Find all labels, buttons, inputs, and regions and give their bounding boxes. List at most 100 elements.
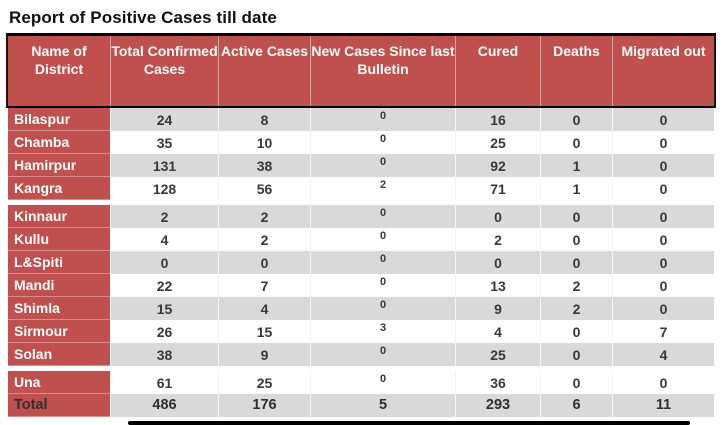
cell-cured: 36 bbox=[455, 371, 540, 394]
district-name: Bilaspur bbox=[8, 108, 110, 131]
table-row: Sirmour 26 15 3 4 0 7 bbox=[8, 320, 714, 343]
total-row: Total 486 176 5 293 6 11 bbox=[8, 394, 714, 417]
district-name: Chamba bbox=[8, 131, 110, 154]
cell-deaths: 0 bbox=[540, 131, 612, 154]
cell-deaths: 2 bbox=[540, 297, 612, 320]
cell-cured: 2 bbox=[455, 228, 540, 251]
cell-migrated-out: 0 bbox=[612, 131, 714, 154]
cell-cured: 9 bbox=[455, 297, 540, 320]
cell-migrated-out: 0 bbox=[612, 108, 714, 131]
cell-new-cases: 0 bbox=[310, 371, 455, 394]
table-row: Shimla 15 4 0 9 2 0 bbox=[8, 297, 714, 320]
cell-deaths: 1 bbox=[540, 154, 612, 177]
cell-deaths: 0 bbox=[540, 228, 612, 251]
cell-migrated-out: 0 bbox=[612, 251, 714, 274]
column-header-new-cases: New Cases Since last Bulletin bbox=[310, 36, 455, 106]
column-header-migrated-out: Migrated out bbox=[612, 36, 714, 106]
cell-migrated-out: 0 bbox=[612, 177, 714, 200]
cell-deaths: 0 bbox=[540, 320, 612, 343]
cell-new-cases: 0 bbox=[310, 131, 455, 154]
cell-active-cases: 38 bbox=[218, 154, 310, 177]
cell-new-cases: 3 bbox=[310, 320, 455, 343]
cell-total-confirmed-cases: 38 bbox=[110, 343, 218, 366]
table-row: L&Spiti 0 0 0 0 0 0 bbox=[8, 251, 714, 274]
page-title: Report of Positive Cases till date bbox=[9, 8, 277, 27]
district-name: Shimla bbox=[8, 297, 110, 320]
cell-new-cases: 0 bbox=[310, 251, 455, 274]
cell-total-confirmed-cases: 22 bbox=[110, 274, 218, 297]
district-name: Kinnaur bbox=[8, 205, 110, 228]
cell-migrated-out: 0 bbox=[612, 228, 714, 251]
cell-migrated-out: 11 bbox=[612, 394, 714, 417]
cell-new-cases: 2 bbox=[310, 177, 455, 200]
cell-cured: 4 bbox=[455, 320, 540, 343]
cell-new-cases: 0 bbox=[310, 154, 455, 177]
table-row: Solan 38 9 0 25 0 4 bbox=[8, 343, 714, 366]
cell-cured: 0 bbox=[455, 205, 540, 228]
cell-deaths: 0 bbox=[540, 108, 612, 131]
cell-new-cases: 5 bbox=[310, 394, 455, 417]
cell-active-cases: 176 bbox=[218, 394, 310, 417]
cell-new-cases: 0 bbox=[310, 228, 455, 251]
cell-active-cases: 10 bbox=[218, 131, 310, 154]
cell-active-cases: 25 bbox=[218, 371, 310, 394]
cell-active-cases: 56 bbox=[218, 177, 310, 200]
district-name: Una bbox=[8, 371, 110, 394]
table-row: Bilaspur 24 8 0 16 0 0 bbox=[8, 108, 714, 131]
cell-active-cases: 15 bbox=[218, 320, 310, 343]
cell-total-confirmed-cases: 128 bbox=[110, 177, 218, 200]
cell-migrated-out: 4 bbox=[612, 343, 714, 366]
district-name: Sirmour bbox=[8, 320, 110, 343]
cell-new-cases: 0 bbox=[310, 108, 455, 131]
cell-new-cases: 0 bbox=[310, 297, 455, 320]
cell-active-cases: 2 bbox=[218, 228, 310, 251]
cell-active-cases: 2 bbox=[218, 205, 310, 228]
cell-total-confirmed-cases: 4 bbox=[110, 228, 218, 251]
column-header-active-cases: Active Cases bbox=[218, 36, 310, 106]
column-header-district: Name of District bbox=[31, 43, 87, 78]
district-name: Solan bbox=[8, 343, 110, 366]
cell-deaths: 2 bbox=[540, 274, 612, 297]
cell-total-confirmed-cases: 61 bbox=[110, 371, 218, 394]
cell-migrated-out: 0 bbox=[612, 154, 714, 177]
table-row: Kullu 4 2 0 2 0 0 bbox=[8, 228, 714, 251]
cell-cured: 25 bbox=[455, 343, 540, 366]
cell-cured: 71 bbox=[455, 177, 540, 200]
cell-active-cases: 7 bbox=[218, 274, 310, 297]
cell-total-confirmed-cases: 35 bbox=[110, 131, 218, 154]
cell-active-cases: 0 bbox=[218, 251, 310, 274]
cell-deaths: 0 bbox=[540, 371, 612, 394]
cell-cured: 16 bbox=[455, 108, 540, 131]
table-body: Bilaspur 24 8 0 16 0 0 Chamba 35 10 0 25 0 0 Hamirpur 1… bbox=[8, 108, 714, 417]
cell-total-confirmed-cases: 131 bbox=[110, 154, 218, 177]
district-name: Mandi bbox=[8, 274, 110, 297]
cell-total-confirmed-cases: 26 bbox=[110, 320, 218, 343]
cell-migrated-out: 0 bbox=[612, 297, 714, 320]
column-header-deaths: Deaths bbox=[540, 36, 612, 106]
district-name: Kullu bbox=[8, 228, 110, 251]
table-row: Una 61 25 0 36 0 0 bbox=[8, 371, 714, 394]
cell-migrated-out: 0 bbox=[612, 371, 714, 394]
district-name: Hamirpur bbox=[8, 154, 110, 177]
cell-total-confirmed-cases: 0 bbox=[110, 251, 218, 274]
cell-cured: 13 bbox=[455, 274, 540, 297]
table-row: Kangra 128 56 2 71 1 0 bbox=[8, 177, 714, 200]
district-name: Total bbox=[8, 394, 110, 417]
cell-migrated-out: 0 bbox=[612, 274, 714, 297]
cell-cured: 25 bbox=[455, 131, 540, 154]
cell-migrated-out: 7 bbox=[612, 320, 714, 343]
cell-deaths: 0 bbox=[540, 343, 612, 366]
cell-cured: 293 bbox=[455, 394, 540, 417]
cell-new-cases: 0 bbox=[310, 343, 455, 366]
cell-deaths: 0 bbox=[540, 205, 612, 228]
table-row: Mandi 22 7 0 13 2 0 bbox=[8, 274, 714, 297]
column-header-total-confirmed-cases: Total Confirmed Cases bbox=[110, 36, 218, 106]
cell-new-cases: 0 bbox=[310, 205, 455, 228]
cell-total-confirmed-cases: 24 bbox=[110, 108, 218, 131]
district-name: L&Spiti bbox=[8, 251, 110, 274]
table-row: Chamba 35 10 0 25 0 0 bbox=[8, 131, 714, 154]
cell-cured: 92 bbox=[455, 154, 540, 177]
cell-total-confirmed-cases: 2 bbox=[110, 205, 218, 228]
table-row: Hamirpur 131 38 0 92 1 0 bbox=[8, 154, 714, 177]
